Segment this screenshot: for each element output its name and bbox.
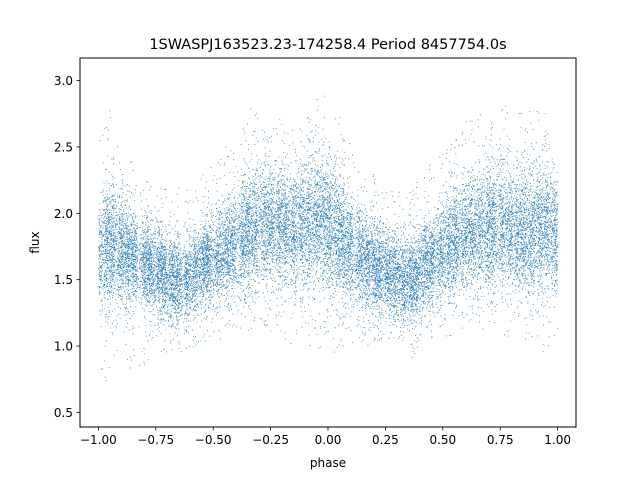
y-tick-label: 3.0: [54, 74, 73, 88]
y-tick-label: 2.5: [54, 140, 73, 154]
y-tick-label: 2.0: [54, 207, 73, 221]
y-tick-label: 1.0: [54, 340, 73, 354]
data-points: [98, 95, 559, 381]
x-tick-label: −1.00: [80, 433, 117, 447]
x-tick-label: 1.00: [544, 433, 571, 447]
x-tick-label: 0.25: [372, 433, 399, 447]
y-axis-label: flux: [28, 231, 42, 253]
x-tick-label: 0.00: [315, 433, 342, 447]
y-tick-label: 1.5: [54, 273, 73, 287]
x-tick-label: −0.25: [252, 433, 289, 447]
y-axis: 0.5 1.0 1.5 2.0 2.5 3.0: [54, 74, 80, 420]
x-tick-label: −0.75: [137, 433, 174, 447]
x-axis: −1.00 −0.75 −0.50 −0.25 0.00 0.25 0.50 0.75 1.00: [80, 427, 571, 447]
x-tick-label: 0.75: [487, 433, 514, 447]
chart-title: 1SWASPJ163523.23-174258.4 Period 8457754…: [149, 37, 506, 53]
y-tick-label: 0.5: [54, 406, 73, 420]
x-axis-label: phase: [310, 456, 346, 470]
x-tick-label: −0.50: [195, 433, 232, 447]
x-tick-label: 0.50: [429, 433, 456, 447]
flux-point-cloud: [98, 95, 559, 381]
